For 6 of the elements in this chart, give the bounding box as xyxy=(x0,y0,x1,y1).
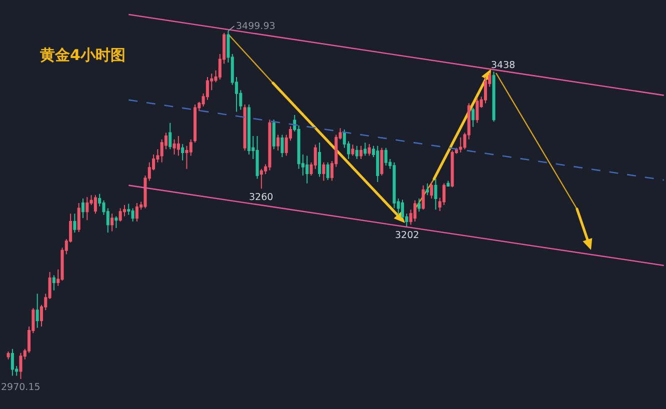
annotation: 3499.93 xyxy=(236,21,276,32)
annotation: 3202 xyxy=(395,230,420,241)
annotation: 3438 xyxy=(491,60,516,71)
annotation: 2970.15 xyxy=(1,382,40,393)
annotation: 3260 xyxy=(249,192,274,203)
text: 黄金4小时图 xyxy=(38,46,126,64)
